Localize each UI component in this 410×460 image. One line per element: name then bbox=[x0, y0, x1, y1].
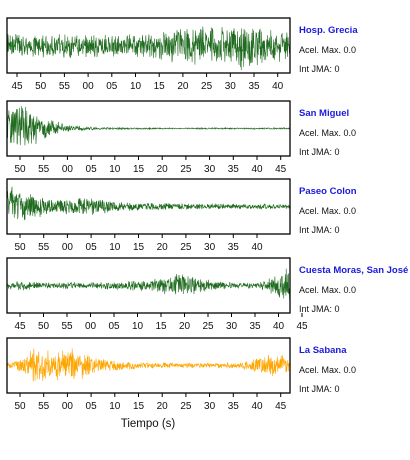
x-tick-label: 10 bbox=[132, 321, 144, 332]
x-tick-label: 30 bbox=[226, 321, 238, 332]
x-tick-label: 50 bbox=[14, 164, 26, 175]
panel-4: 45 50 55 00 05 10 15 20 25 30 35 40 45 Cuesta Moras, … bbox=[6, 257, 408, 332]
x-tick-label: 35 bbox=[248, 81, 260, 92]
x-tick-label: 05 bbox=[108, 321, 120, 332]
x-tick-label: 45 bbox=[275, 164, 287, 175]
waveform-trace bbox=[7, 348, 290, 382]
x-tick-label: 55 bbox=[59, 81, 71, 92]
x-tick-label: 55 bbox=[38, 401, 50, 412]
x-tick-label: 15 bbox=[133, 242, 145, 253]
x-tick-label: 25 bbox=[180, 401, 192, 412]
accel-max-label: Acel. Max. 0.0 bbox=[299, 45, 356, 55]
x-tick-label: 00 bbox=[83, 81, 95, 92]
x-tick-label: 00 bbox=[62, 242, 74, 253]
panel-frame bbox=[6, 337, 291, 394]
x-tick-label: 05 bbox=[86, 164, 98, 175]
x-tick-label: 35 bbox=[228, 164, 240, 175]
x-tick-label: 55 bbox=[38, 164, 50, 175]
x-tick-label: 40 bbox=[272, 81, 284, 92]
x-axis-title: Tiempo (s) bbox=[121, 418, 176, 430]
x-tick-label: 05 bbox=[86, 242, 98, 253]
x-tick-label: 20 bbox=[157, 242, 169, 253]
panel-frame bbox=[6, 257, 291, 314]
panel-2: 50 55 00 05 10 15 20 25 30 35 40 45 San Miguel Acel. … bbox=[6, 100, 356, 175]
station-name: Cuesta Moras, San José bbox=[299, 265, 408, 276]
x-tick-label: 25 bbox=[202, 321, 214, 332]
x-tick-label: 20 bbox=[179, 321, 191, 332]
x-tick-label: 10 bbox=[109, 242, 121, 253]
x-tick-label: 10 bbox=[109, 401, 121, 412]
panel-3: 50 55 00 05 10 15 20 25 30 35 40 Paseo Colon Acel. M… bbox=[6, 178, 357, 253]
x-tick-label: 15 bbox=[133, 401, 145, 412]
x-tick-label: 15 bbox=[155, 321, 167, 332]
x-tick-label: 30 bbox=[225, 81, 237, 92]
x-tick-label: 25 bbox=[180, 242, 192, 253]
panel-frame bbox=[6, 178, 291, 235]
x-tick-label: 05 bbox=[86, 401, 98, 412]
panel-frame bbox=[6, 17, 291, 74]
accel-max-label: Acel. Max. 0.0 bbox=[299, 128, 356, 138]
jma-intensity-label: Int JMA: 0 bbox=[299, 64, 340, 74]
x-tick-label: 00 bbox=[85, 321, 97, 332]
x-tick-label: 50 bbox=[14, 242, 26, 253]
x-tick-label: 15 bbox=[154, 81, 166, 92]
x-tick-label: 50 bbox=[14, 401, 26, 412]
accel-max-label: Acel. Max. 0.0 bbox=[299, 365, 356, 375]
x-tick-label: 15 bbox=[133, 164, 145, 175]
panel-frame bbox=[6, 100, 291, 157]
x-tick-label: 50 bbox=[35, 81, 47, 92]
seismogram-panels: 45 50 55 00 05 10 15 20 25 30 35 40 Hosp. Grecia Acel… bbox=[6, 17, 408, 412]
x-tick-label: 00 bbox=[62, 164, 74, 175]
jma-intensity-label: Int JMA: 0 bbox=[299, 384, 340, 394]
x-tick-label: 55 bbox=[38, 242, 50, 253]
accel-max-label: Acel. Max. 0.0 bbox=[299, 206, 356, 216]
x-tick-label: 55 bbox=[61, 321, 73, 332]
jma-intensity-label: Int JMA: 0 bbox=[299, 147, 340, 157]
x-tick-label: 10 bbox=[109, 164, 121, 175]
station-name: San Miguel bbox=[299, 108, 349, 119]
x-tick-label: 00 bbox=[62, 401, 74, 412]
x-tick-label: 35 bbox=[249, 321, 261, 332]
x-tick-label: 35 bbox=[228, 401, 240, 412]
station-name: Paseo Colon bbox=[299, 186, 357, 197]
x-tick-label: 20 bbox=[177, 81, 189, 92]
jma-intensity-label: Int JMA: 0 bbox=[299, 225, 340, 235]
x-tick-label: 20 bbox=[157, 401, 169, 412]
x-tick-label: 10 bbox=[130, 81, 142, 92]
waveform-trace bbox=[7, 106, 290, 146]
x-tick-label: 45 bbox=[14, 321, 26, 332]
x-tick-label: 30 bbox=[204, 401, 216, 412]
waveform-trace bbox=[7, 26, 290, 71]
x-tick-label: 30 bbox=[204, 242, 216, 253]
x-tick-label: 35 bbox=[228, 242, 240, 253]
x-tick-label: 20 bbox=[157, 164, 169, 175]
x-tick-label: 40 bbox=[251, 401, 263, 412]
x-tick-label: 25 bbox=[201, 81, 213, 92]
station-name: La Sabana bbox=[299, 345, 347, 356]
jma-intensity-label: Int JMA: 0 bbox=[299, 304, 340, 314]
panel-1: 45 50 55 00 05 10 15 20 25 30 35 40 Hosp. Grecia Acel… bbox=[6, 17, 358, 92]
x-tick-label: 45 bbox=[275, 401, 287, 412]
x-tick-label: 40 bbox=[251, 242, 263, 253]
waveform-trace bbox=[7, 186, 290, 221]
waveform-trace bbox=[7, 268, 290, 301]
x-tick-label: 40 bbox=[251, 164, 263, 175]
x-tick-label: 25 bbox=[180, 164, 192, 175]
x-tick-label: 45 bbox=[296, 321, 308, 332]
x-tick-label: 45 bbox=[11, 81, 23, 92]
panel-5: 50 55 00 05 10 15 20 25 30 35 40 45 La Sabana Acel. M… bbox=[6, 337, 356, 412]
x-tick-label: 50 bbox=[38, 321, 50, 332]
x-tick-label: 30 bbox=[204, 164, 216, 175]
x-tick-label: 05 bbox=[106, 81, 118, 92]
station-name: Hosp. Grecia bbox=[299, 25, 358, 36]
x-tick-label: 40 bbox=[273, 321, 285, 332]
accel-max-label: Acel. Max. 0.0 bbox=[299, 285, 356, 295]
